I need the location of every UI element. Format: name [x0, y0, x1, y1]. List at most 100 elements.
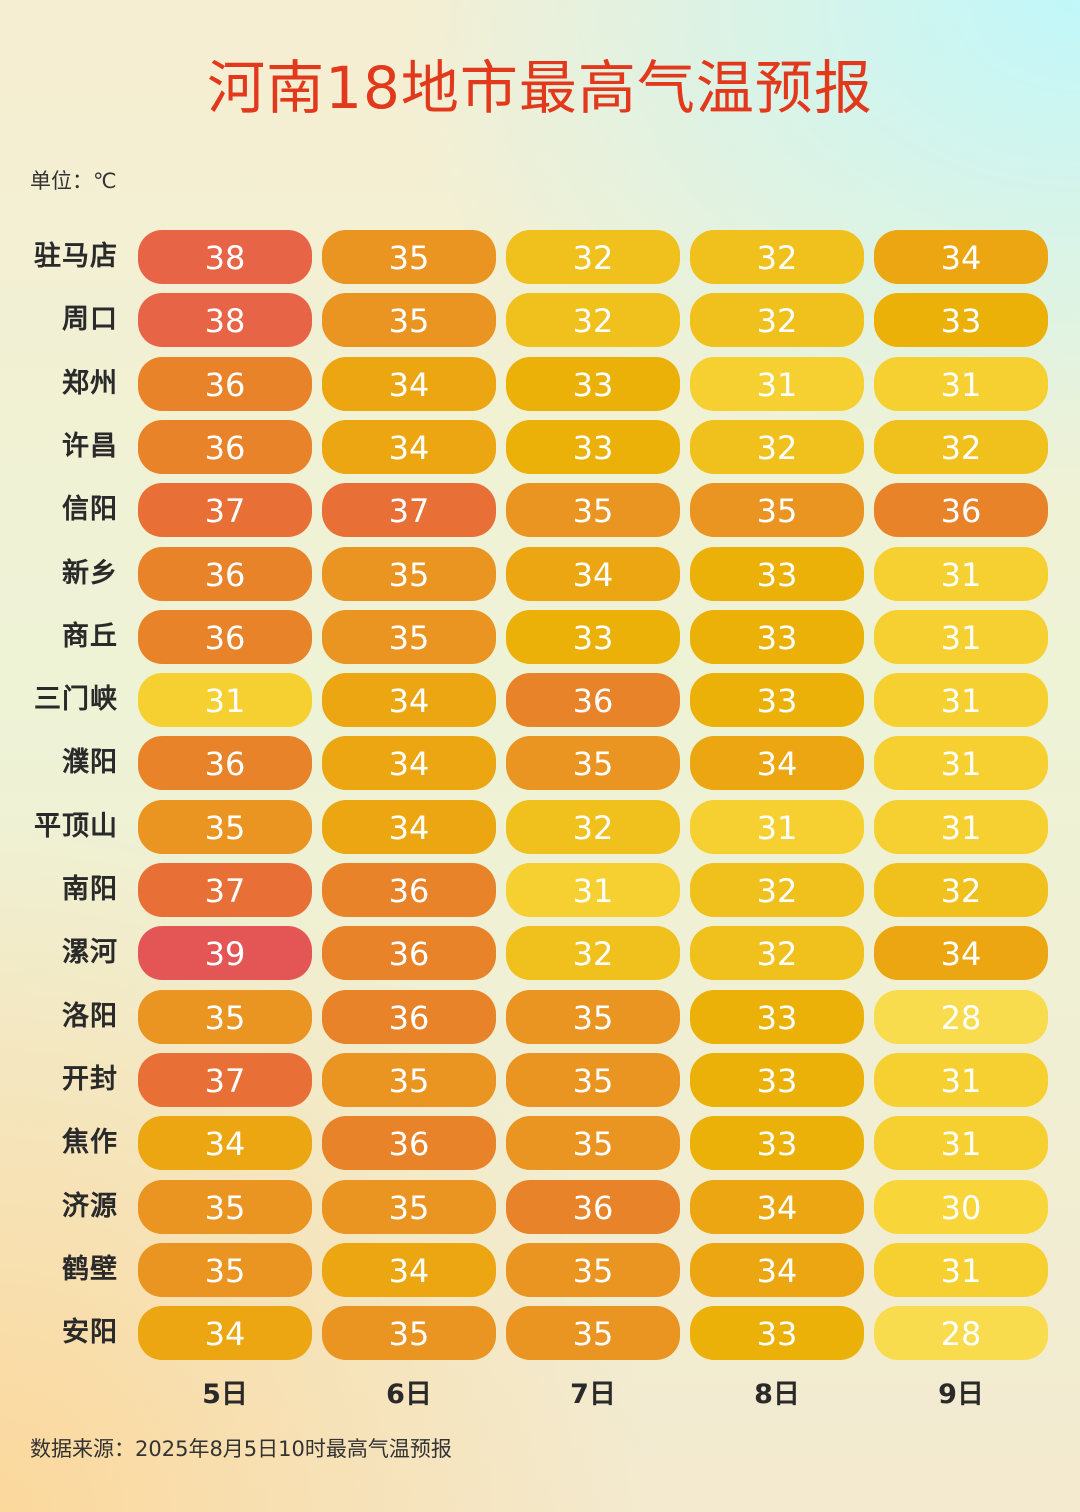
temperature-cell: 34: [322, 800, 496, 854]
city-label: 商丘: [62, 621, 118, 652]
temperature-cell: 32: [690, 863, 864, 917]
city-label: 鹤壁: [62, 1254, 118, 1285]
temperature-cell: 36: [138, 420, 312, 474]
temperature-cell: 36: [322, 1116, 496, 1170]
temperature-cell: 34: [690, 1180, 864, 1234]
city-label: 信阳: [62, 494, 118, 525]
temperature-cell: 35: [322, 610, 496, 664]
temperature-cell: 35: [322, 1180, 496, 1234]
temperature-cell: 35: [138, 800, 312, 854]
day-label: 9日: [938, 1379, 984, 1410]
day-label: 7日: [570, 1379, 616, 1410]
city-label: 洛阳: [62, 1001, 118, 1032]
temperature-cell: 31: [138, 673, 312, 727]
temperature-cell: 32: [690, 230, 864, 284]
city-label: 驻马店: [34, 241, 118, 272]
temperature-cell: 34: [322, 357, 496, 411]
temperature-cell: 33: [690, 1053, 864, 1107]
temperature-cell: 33: [506, 357, 680, 411]
temperature-cell: 35: [322, 293, 496, 347]
city-label: 漯河: [62, 937, 118, 968]
temperature-cell: 36: [506, 673, 680, 727]
temperature-cell: 28: [874, 1306, 1048, 1360]
temperature-cell: 31: [874, 1243, 1048, 1297]
temperature-cell: 32: [874, 420, 1048, 474]
temperature-cell: 32: [506, 800, 680, 854]
temperature-cell: 33: [690, 673, 864, 727]
temperature-cell: 31: [874, 736, 1048, 790]
city-label: 南阳: [62, 874, 118, 905]
temperature-cell: 35: [506, 990, 680, 1044]
temperature-cell: 36: [138, 610, 312, 664]
temperature-cell: 34: [138, 1116, 312, 1170]
temperature-cell: 31: [690, 800, 864, 854]
day-label: 5日: [202, 1379, 248, 1410]
temperature-cell: 35: [138, 990, 312, 1044]
temperature-cell: 32: [506, 926, 680, 980]
temperature-cell: 35: [506, 1053, 680, 1107]
temperature-cell: 35: [138, 1180, 312, 1234]
temperature-cell: 32: [506, 293, 680, 347]
temperature-cell: 33: [874, 293, 1048, 347]
temperature-cell: 36: [138, 547, 312, 601]
temperature-cell: 33: [506, 420, 680, 474]
temperature-cell: 35: [322, 547, 496, 601]
temperature-cell: 28: [874, 990, 1048, 1044]
unit-label: 单位：℃: [30, 169, 117, 193]
temperature-cell: 34: [690, 736, 864, 790]
temperature-cell: 37: [138, 483, 312, 537]
temperature-cell: 33: [690, 610, 864, 664]
temperature-cell: 34: [322, 736, 496, 790]
temperature-cell: 36: [322, 863, 496, 917]
temperature-cell: 34: [322, 1243, 496, 1297]
day-label: 6日: [386, 1379, 432, 1410]
temperature-cell: 31: [874, 547, 1048, 601]
temperature-cell: 37: [322, 483, 496, 537]
temperature-cell: 31: [690, 357, 864, 411]
temperature-cell: 31: [874, 610, 1048, 664]
temperature-cell: 35: [138, 1243, 312, 1297]
temperature-cell: 35: [506, 1243, 680, 1297]
temperature-cell: 31: [874, 357, 1048, 411]
temperature-cell: 34: [322, 673, 496, 727]
temperature-cell: 36: [322, 990, 496, 1044]
page-title: 河南18地市最高气温预报: [207, 54, 873, 122]
temperature-cell: 39: [138, 926, 312, 980]
temperature-cell: 35: [506, 736, 680, 790]
temperature-cell: 34: [506, 547, 680, 601]
temperature-cell: 36: [506, 1180, 680, 1234]
city-label: 周口: [62, 304, 118, 335]
city-label: 安阳: [62, 1317, 118, 1348]
temperature-cell: 34: [874, 230, 1048, 284]
temperature-cell: 31: [874, 1116, 1048, 1170]
temperature-cell: 38: [138, 230, 312, 284]
temperature-cell: 33: [690, 990, 864, 1044]
city-label: 郑州: [62, 368, 118, 399]
temperature-cell: 35: [506, 483, 680, 537]
temperature-cell: 32: [506, 230, 680, 284]
temperature-cell: 37: [138, 863, 312, 917]
temperature-cell: 35: [322, 230, 496, 284]
temperature-cell: 31: [874, 1053, 1048, 1107]
temperature-cell: 34: [874, 926, 1048, 980]
temperature-cell: 35: [506, 1116, 680, 1170]
temperature-cell: 35: [322, 1306, 496, 1360]
temperature-cell: 35: [322, 1053, 496, 1107]
temperature-cell: 33: [506, 610, 680, 664]
city-label: 新乡: [62, 558, 118, 589]
temperature-cell: 33: [690, 1116, 864, 1170]
data-source-note: 数据来源：2025年8月5日10时最高气温预报: [30, 1437, 452, 1461]
city-label: 平顶山: [34, 811, 118, 842]
temperature-cell: 38: [138, 293, 312, 347]
city-label: 许昌: [62, 431, 118, 462]
temperature-cell: 31: [874, 673, 1048, 727]
temperature-cell: 30: [874, 1180, 1048, 1234]
city-label: 焦作: [62, 1127, 118, 1158]
temperature-cell: 33: [690, 1306, 864, 1360]
temperature-cell: 35: [690, 483, 864, 537]
temperature-cell: 32: [874, 863, 1048, 917]
city-label: 开封: [62, 1064, 118, 1095]
temperature-cell: 32: [690, 420, 864, 474]
temperature-cell: 36: [322, 926, 496, 980]
temperature-cell: 36: [874, 483, 1048, 537]
